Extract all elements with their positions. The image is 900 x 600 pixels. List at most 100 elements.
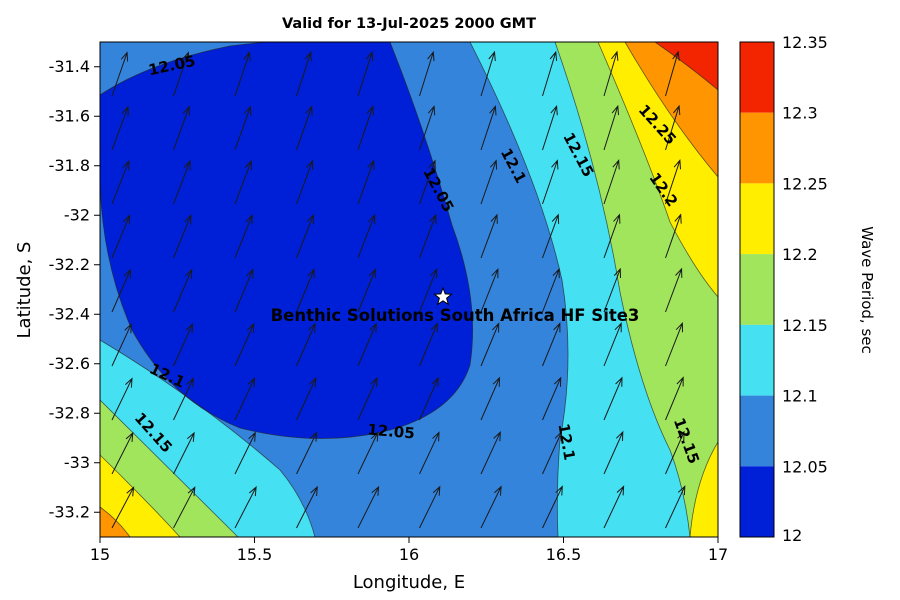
wave-direction-arrow (665, 104, 681, 151)
wave-direction-arrow (111, 159, 130, 205)
wave-direction-arrow (173, 105, 190, 151)
wave-direction-arrow (173, 268, 193, 313)
wave-direction-arrow (111, 105, 129, 151)
contour-line-12.1 (469, 42, 569, 537)
x-tick-label: 17 (708, 545, 728, 564)
wave-direction-arrow (296, 431, 318, 475)
y-tick-label: -31.8 (49, 156, 90, 175)
wave-direction-arrow (296, 485, 318, 529)
wave-direction-arrow (173, 51, 190, 97)
wave-direction-arrow (603, 50, 619, 97)
wave-direction-arrow (480, 213, 498, 259)
wave-direction-arrow (603, 485, 625, 529)
wave-direction-arrow (296, 105, 313, 151)
contour-line-12.05 (100, 42, 473, 439)
wave-direction-arrow (173, 486, 196, 529)
wave-direction-arrow (542, 159, 559, 205)
wave-direction-arrow (173, 159, 191, 205)
wave-direction-arrow (665, 376, 684, 421)
colorbar-tick-label: 12.15 (782, 316, 828, 335)
colorbar-band (740, 466, 774, 537)
wave-direction-arrow (419, 485, 441, 529)
contour-line-12.1 (100, 339, 316, 537)
wave-direction-arrow (665, 159, 681, 205)
contour-lines (100, 42, 718, 537)
wave-direction-arrow (111, 322, 132, 367)
wave-direction-arrow (665, 430, 685, 475)
wave-direction-arrow (173, 322, 194, 367)
wave-direction-arrow (111, 268, 131, 313)
contour-line-12.15 (554, 42, 691, 537)
x-tick-label: 15 (90, 545, 110, 564)
colorbar-tick-label: 12.25 (782, 174, 828, 193)
wave-direction-arrow (542, 104, 558, 151)
wave-direction-arrow (357, 485, 380, 529)
x-axis: 15 15.5 16 16.5 17 Longitude, E (90, 537, 728, 593)
wave-direction-arrow (357, 105, 374, 151)
wave-direction-arrow (603, 213, 621, 259)
y-tick-label: -32.2 (49, 255, 90, 274)
wave-direction-arrow (111, 214, 131, 259)
wave-direction-arrow (234, 268, 254, 313)
colorbar: 12.35 12.3 12.25 12.2 12.15 12.1 12.05 1… (739, 33, 876, 545)
wave-direction-arrow (111, 377, 133, 421)
wave-direction-arrow (234, 377, 256, 421)
y-tick-label: -32 (64, 206, 90, 225)
wave-direction-arrow (296, 213, 314, 259)
colorbar-band (740, 183, 774, 255)
colorbar-tick-label: 12.3 (782, 104, 818, 123)
wave-direction-arrow (111, 486, 135, 529)
wave-direction-arrow (234, 431, 256, 475)
wave-direction-arrow (542, 376, 562, 421)
wave-direction-arrow (665, 50, 680, 97)
y-tick-label: -31.6 (49, 107, 90, 126)
wave-direction-arrow (603, 376, 623, 421)
wave-direction-arrow (173, 377, 194, 421)
colorbar-band (740, 112, 774, 184)
wave-direction-arrow (173, 214, 192, 259)
wave-direction-arrow (603, 322, 622, 367)
x-tick-label: 16.5 (546, 545, 582, 564)
wave-direction-arrow (419, 376, 439, 421)
band-12-12.05-minimum (100, 42, 473, 439)
x-axis-label: Longitude, E (353, 572, 465, 593)
wave-direction-arrow (234, 51, 251, 97)
wave-direction-arrow (419, 105, 436, 151)
contour-line-12.25 (624, 42, 718, 178)
wave-direction-arrow (234, 322, 255, 367)
wave-direction-arrow (603, 267, 621, 313)
colorbar-tick-label: 12.1 (782, 387, 818, 406)
wave-direction-arrow (296, 159, 314, 205)
colorbar-band (740, 42, 774, 113)
wave-direction-arrow (419, 50, 435, 97)
wave-direction-arrow (234, 214, 253, 259)
colorbar-border (739, 41, 775, 538)
wave-direction-arrow (480, 376, 501, 421)
wave-direction-arrow (357, 322, 377, 367)
wave-direction-arrow (419, 268, 438, 313)
contour-line-12.2 (100, 454, 181, 537)
colorbar-band (740, 324, 774, 396)
contour-bands: 12.05 12.05 12.1 12.15 12.25 12.2 12.1 1… (100, 42, 718, 537)
wave-direction-arrow (419, 322, 438, 367)
wave-direction-arrow (296, 268, 315, 313)
wave-direction-arrow (357, 50, 374, 97)
y-tick-label: -32.6 (49, 354, 90, 373)
y-tick-label: -33 (64, 453, 90, 472)
wave-direction-arrow (357, 268, 376, 313)
quiver-arrows (111, 50, 686, 529)
wave-direction-arrow (419, 213, 437, 259)
wave-direction-arrow (357, 159, 375, 205)
wave-direction-arrow (296, 51, 312, 97)
wave-direction-arrow (296, 376, 317, 421)
wave-direction-arrow (480, 105, 497, 151)
contour-line-12.25 (100, 506, 131, 537)
wave-direction-arrow (419, 159, 436, 205)
wave-direction-arrow (542, 485, 563, 529)
colorbar-tick-label: 12.35 (782, 33, 828, 52)
y-axis: -31.4 -31.6 -31.8 -32 -32.2 -32.4 -32.6 … (14, 57, 100, 522)
wave-direction-arrow (480, 267, 499, 313)
wave-direction-arrow (603, 159, 620, 205)
